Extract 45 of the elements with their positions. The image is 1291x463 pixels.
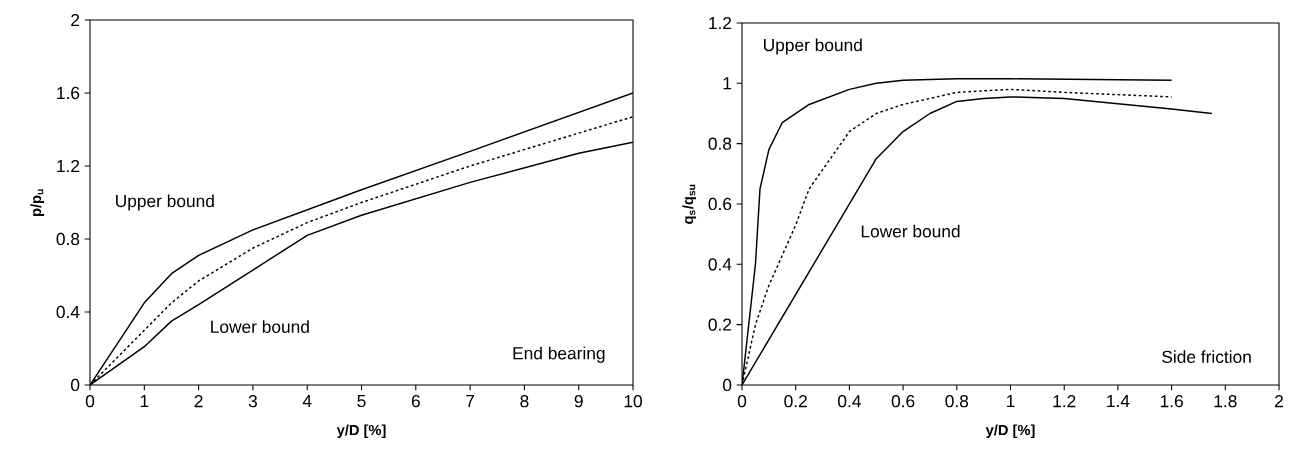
x-tick-label: 6 [411, 395, 420, 408]
annotation: End bearing [513, 346, 605, 363]
x-tick-label: 10 [624, 395, 642, 408]
y-tick-label: 0.6 [708, 197, 732, 211]
y-tick-label: 1.6 [57, 86, 80, 100]
x-tick-label: 0.2 [784, 395, 807, 408]
y-tick-label: 0 [71, 378, 80, 392]
annotation: Upper bound [116, 194, 214, 211]
x-tick-label: 1.4 [1107, 395, 1130, 407]
y-tick-label: 0 [722, 378, 732, 392]
x-tick-label: 8 [520, 395, 529, 408]
y-tick-label: 0.8 [56, 232, 80, 246]
y-tick-label: 1.2 [709, 16, 732, 30]
x-tick-label: 3 [248, 395, 257, 408]
x-tick-label: 5 [357, 395, 366, 408]
x-tick-label: 0.4 [838, 395, 861, 408]
y-tick-label: 1 [723, 77, 732, 90]
y-tick-label: 0.4 [56, 305, 80, 319]
x-tick-label: 0 [737, 395, 747, 408]
y-tick-label: 0.4 [708, 258, 732, 271]
y-tick-label: 0.8 [708, 137, 732, 150]
y-axis-title: p/p$_{u}$ [30, 189, 45, 216]
y-tick-label: 2 [71, 13, 80, 27]
x-tick-label: 1.8 [1214, 395, 1237, 408]
x-tick-label: 1 [1007, 395, 1015, 407]
x-axis-title: y/D [%] [336, 424, 386, 439]
x-tick-label: 0 [85, 395, 95, 408]
x-tick-label: 1 [140, 395, 149, 407]
x-tick-label: 2 [1275, 395, 1283, 408]
y-tick-label: 0.2 [708, 318, 732, 331]
x-tick-label: 0.8 [945, 395, 969, 408]
annotation: Upper bound [764, 38, 862, 55]
x-tick-label: 1.2 [1053, 395, 1076, 408]
annotation: Side friction [1162, 350, 1251, 363]
x-tick-label: 4 [302, 395, 312, 407]
annotation: Lower bound [861, 224, 960, 238]
x-tick-label: 9 [574, 395, 583, 408]
x-axis-title: y/D [%] [985, 424, 1035, 439]
x-tick-label: 7 [466, 395, 475, 407]
x-tick-label: 2 [194, 395, 203, 408]
x-tick-label: 0.6 [891, 395, 915, 408]
y-axis-title: q$_{s}$/q$_{su}$ [682, 184, 697, 224]
y-tick-label: 1.2 [57, 159, 80, 173]
annotation: Lower bound [211, 320, 309, 333]
x-tick-label: 1.6 [1160, 395, 1183, 408]
